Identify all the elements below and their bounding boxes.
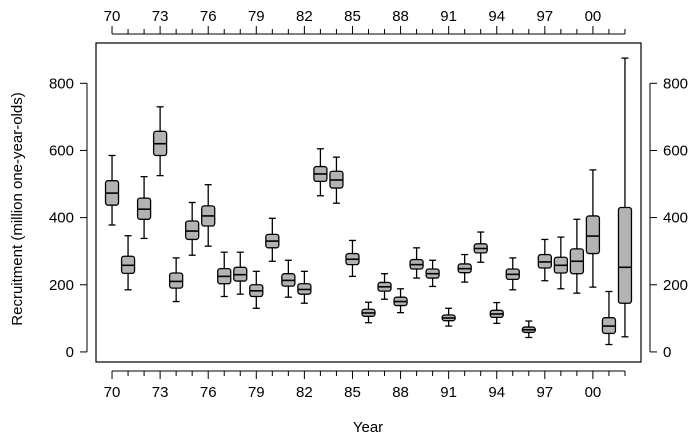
x-tick-label-bottom: 70 [104, 384, 121, 401]
x-tick-label-bottom: 82 [296, 384, 313, 401]
x-tick-label-bottom: 88 [392, 384, 409, 401]
y-tick-label-right: 400 [663, 210, 688, 227]
box-year-1978 [233, 251, 248, 295]
box-year-1995 [505, 257, 520, 291]
box-iqr [185, 220, 200, 241]
box-iqr [585, 215, 601, 255]
y-tick-label-left: 0 [66, 344, 74, 361]
box-year-1981 [281, 259, 296, 298]
box-year-1977 [217, 251, 232, 298]
box-iqr [168, 272, 184, 289]
x-tick-label-top: 76 [200, 8, 217, 25]
box-year-1994 [489, 301, 504, 325]
x-tick-label-top: 97 [536, 8, 553, 25]
x-tick-label-top: 79 [248, 8, 265, 25]
x-tick-label-top: 00 [585, 8, 602, 25]
box-year-1985 [345, 239, 360, 278]
x-tick-label-bottom: 79 [248, 384, 265, 401]
box-year-1987 [377, 273, 392, 300]
x-tick-label-top: 91 [440, 8, 457, 25]
box-year-1973 [152, 106, 168, 177]
box-year-1993 [473, 231, 488, 263]
x-tick-label-bottom: 97 [536, 384, 553, 401]
x-tick-label-bottom: 76 [200, 384, 217, 401]
box-year-1998 [553, 236, 569, 290]
box-year-2000 [585, 169, 601, 288]
box-year-1975 [185, 201, 200, 256]
box-year-1971 [120, 235, 136, 291]
x-tick-label-top: 82 [296, 8, 313, 25]
y-tick-label-left: 400 [49, 210, 74, 227]
box-year-1991 [441, 307, 456, 327]
y-tick-label-right: 800 [663, 75, 688, 92]
y-tick-label-right: 0 [663, 344, 671, 361]
x-tick-label-top: 94 [488, 8, 505, 25]
x-tick-label-top: 70 [104, 8, 121, 25]
y-axis-title: Recruitment (million one-year-olds) [9, 92, 26, 325]
x-tick-label-bottom: 85 [344, 384, 361, 401]
box-year-1983 [313, 148, 328, 197]
x-tick-label-bottom: 73 [152, 384, 169, 401]
x-tick-label-top: 73 [152, 8, 169, 25]
box-year-1986 [361, 301, 376, 324]
box-year-1979 [249, 270, 264, 309]
y-tick-label-left: 600 [49, 142, 74, 159]
box-year-1988 [393, 288, 408, 314]
x-tick-label-bottom: 00 [585, 384, 602, 401]
box-year-2002 [617, 57, 633, 338]
x-axis-title: Year [353, 419, 383, 436]
y-tick-label-right: 600 [663, 142, 688, 159]
box-year-1970 [104, 154, 120, 226]
box-year-1992 [457, 253, 472, 283]
x-tick-label-top: 88 [392, 8, 409, 25]
box-year-1996 [521, 320, 536, 339]
box-year-1972 [136, 175, 152, 240]
plot-frame [95, 42, 642, 363]
box-iqr [617, 206, 633, 304]
x-tick-label-top: 85 [344, 8, 361, 25]
box-year-1984 [329, 156, 344, 204]
y-tick-label-left: 800 [49, 75, 74, 92]
y-tick-label-left: 200 [49, 277, 74, 294]
box-year-1997 [537, 238, 552, 282]
x-tick-label-bottom: 94 [488, 384, 505, 401]
y-tick-label-right: 200 [663, 277, 688, 294]
box-year-1990 [425, 259, 440, 288]
box-year-1980 [265, 217, 280, 262]
box-year-1976 [201, 184, 216, 247]
box-year-2001 [601, 290, 617, 346]
box-year-1974 [168, 257, 184, 303]
box-year-1999 [569, 218, 585, 294]
box-year-1982 [297, 270, 312, 304]
x-tick-label-bottom: 91 [440, 384, 457, 401]
box-year-1989 [409, 247, 424, 279]
